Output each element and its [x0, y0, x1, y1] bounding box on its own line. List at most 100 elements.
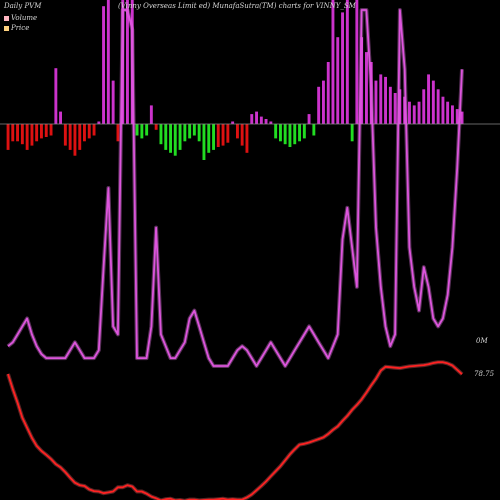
- volume-bar-down: [288, 124, 292, 147]
- volume-bar-down: [154, 124, 158, 130]
- legend-volume-swatch: [4, 15, 9, 21]
- volume-bar-up: [231, 121, 235, 124]
- volume-bar-down: [87, 124, 91, 139]
- volume-bar-up: [403, 96, 407, 124]
- volume-bar-up: [250, 114, 254, 124]
- volume-bar-up: [441, 96, 445, 124]
- volume-bar-down: [221, 124, 225, 146]
- volume-bar-up: [355, 0, 359, 124]
- volume-bar-up: [111, 80, 115, 124]
- volume-bar-up: [365, 52, 368, 124]
- volume-bar-up: [102, 6, 105, 125]
- volume-bar-down: [78, 124, 82, 150]
- volume-bar-down: [302, 124, 306, 139]
- volume-bar-down: [298, 124, 301, 142]
- volume-bar-down: [183, 124, 187, 142]
- volume-bar-down: [25, 124, 29, 150]
- volume-bar-up: [331, 0, 335, 124]
- volume-bar-up: [374, 80, 378, 124]
- volume-bar-up: [427, 74, 430, 124]
- legend-price-swatch: [4, 25, 9, 31]
- volume-bar-down: [192, 124, 196, 136]
- volume-bar-down: [283, 124, 287, 145]
- volume-bar-up: [264, 119, 268, 124]
- volume-bar-up: [436, 89, 440, 124]
- volume-bar-down: [207, 124, 211, 153]
- price-line-glow: [6, 360, 464, 500]
- volume-bar-down: [135, 124, 139, 136]
- volume-bar-up: [384, 76, 387, 124]
- volume-bar-down: [169, 124, 172, 153]
- volume-bars: [6, 0, 464, 160]
- volume-bar-up: [398, 89, 402, 124]
- price-end-label: 78.75: [474, 370, 495, 378]
- volume-bar-up: [388, 86, 392, 124]
- volume-bar-up: [255, 111, 258, 124]
- volume-bar-down: [188, 124, 192, 139]
- volume-bar-down: [312, 124, 316, 136]
- volume-bar-down: [30, 124, 34, 146]
- legend-volume: Volume: [4, 14, 37, 22]
- volume-bar-up: [379, 74, 383, 124]
- volume-bar-up: [446, 101, 450, 124]
- volume-bar-down: [202, 124, 206, 160]
- volume-bar-up: [341, 12, 344, 124]
- volume-bar-up: [460, 111, 464, 124]
- volume-bar-up: [317, 86, 321, 124]
- volume-bar-down: [44, 124, 48, 137]
- volume-bar-up: [126, 0, 129, 124]
- volume-bar-up: [345, 0, 349, 124]
- volume-end-label: 0M: [476, 337, 488, 345]
- volume-bar-down: [216, 124, 220, 147]
- volume-bar-down: [178, 124, 182, 150]
- volume-bar-up: [360, 37, 364, 125]
- volume-bar-down: [164, 124, 168, 150]
- volume-bar-down: [92, 124, 96, 136]
- volume-bar-down: [35, 124, 39, 142]
- volume-bar-down: [293, 124, 297, 145]
- volume-bar-down: [49, 124, 53, 136]
- volume-bar-up: [59, 111, 62, 124]
- volume-bar-up: [393, 93, 397, 124]
- volume-bar-up: [431, 80, 435, 124]
- volume-bar-down: [159, 124, 163, 145]
- volume-bar-down: [245, 124, 249, 153]
- volume-bar-down: [140, 124, 144, 139]
- volume-bar-up: [259, 116, 263, 124]
- legend-volume-label: Volume: [11, 14, 38, 22]
- header-left: Daily PVM: [4, 2, 42, 10]
- volume-bar-up: [408, 101, 411, 124]
- volume-bar-up: [307, 114, 311, 124]
- volume-bar-up: [326, 62, 330, 124]
- volume-bar-down: [236, 124, 239, 139]
- volume-bar-down: [350, 124, 354, 142]
- volume-bar-up: [455, 109, 459, 124]
- volume-bar-up: [417, 101, 421, 124]
- volume-bar-down: [212, 124, 215, 150]
- volume-bar-up: [412, 105, 416, 124]
- volume-bar-up: [106, 0, 110, 124]
- volume-bar-up: [322, 80, 325, 124]
- volume-bar-down: [40, 124, 43, 139]
- volume-bar-up: [336, 37, 340, 125]
- volume-bar-down: [116, 124, 120, 142]
- volume-bar-down: [173, 124, 177, 156]
- volume-bar-down: [73, 124, 77, 156]
- header-title: (Vinny Overseas Limit ed) MunafaSutra(TM…: [118, 2, 356, 10]
- legend-price-label: Price: [11, 24, 30, 32]
- volume-line-glow: [6, 8, 464, 368]
- volume-bar-down: [240, 124, 244, 146]
- volume-bar-down: [63, 124, 67, 146]
- volume-bar-down: [197, 124, 201, 142]
- volume-line: [7, 9, 463, 367]
- volume-bar-up: [269, 121, 273, 124]
- volume-bar-down: [145, 124, 149, 136]
- volume-bar-down: [68, 124, 72, 150]
- volume-bar-up: [422, 89, 426, 124]
- volume-bar-up: [451, 105, 454, 124]
- volume-bar-up: [97, 121, 101, 124]
- volume-bar-up: [54, 68, 58, 124]
- volume-bar-down: [83, 124, 86, 142]
